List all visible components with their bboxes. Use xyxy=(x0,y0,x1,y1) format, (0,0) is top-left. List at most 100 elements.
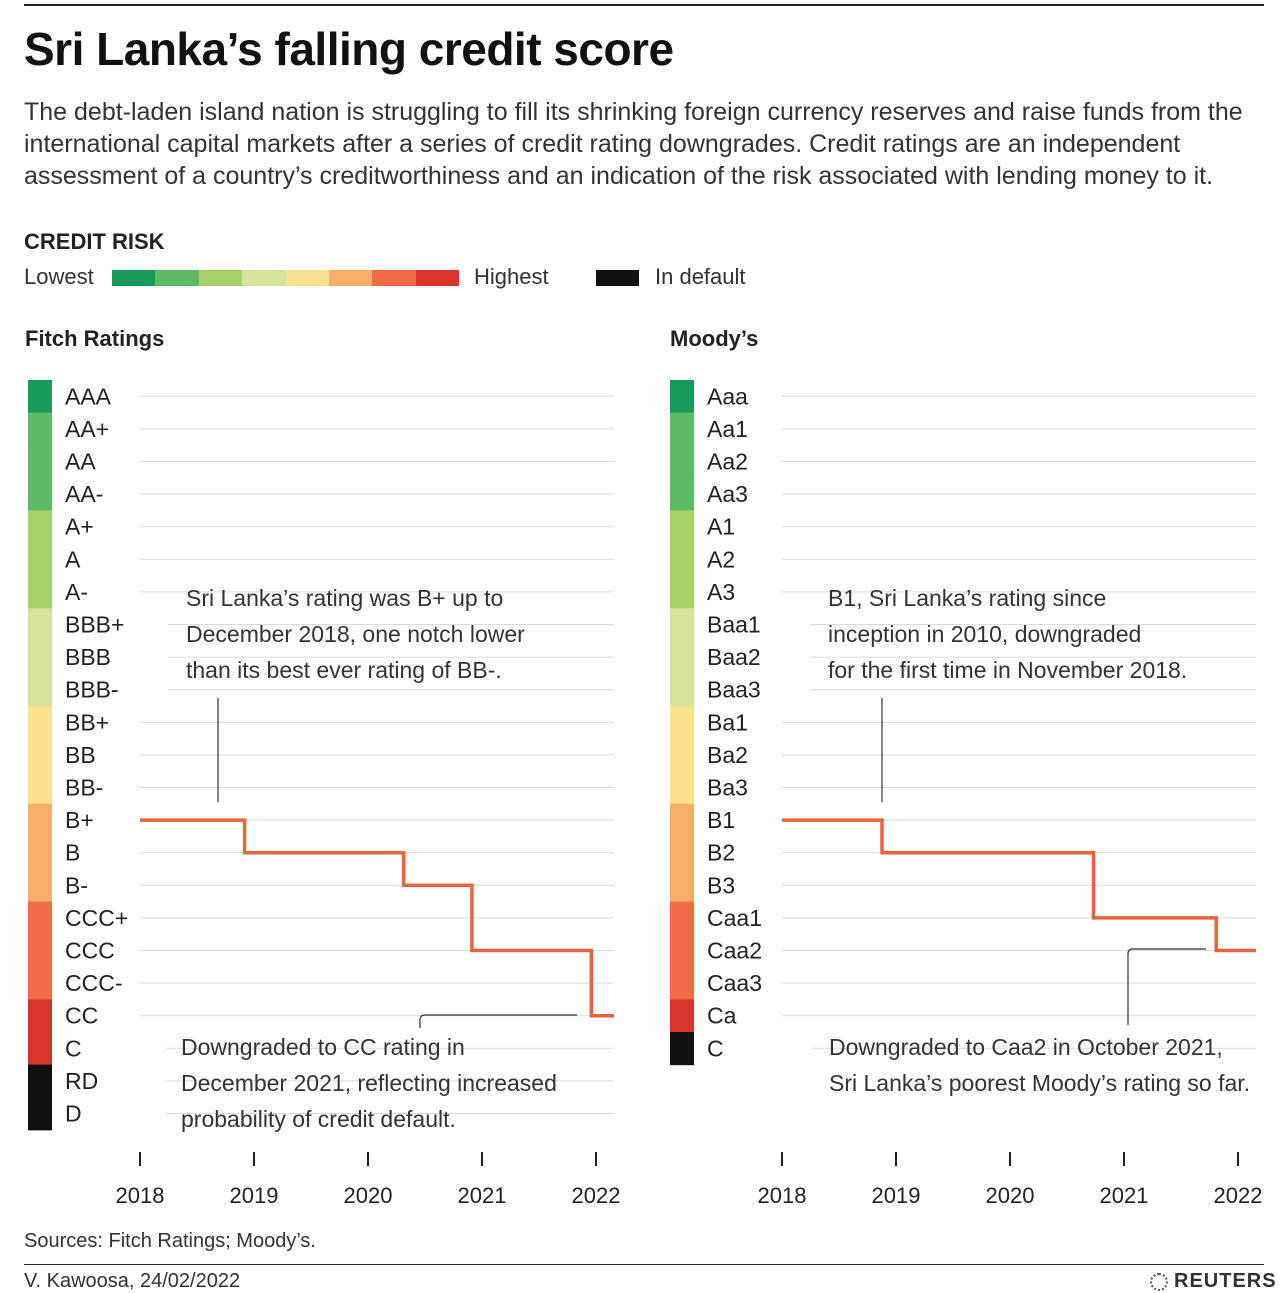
moodys-annotation-0-line-1: inception in 2010, downgraded xyxy=(828,621,1141,647)
fitch-rating-label-CCC+: CCC+ xyxy=(65,905,128,931)
fitch-rating-swatch-BB- xyxy=(28,771,52,805)
fitch-rating-swatch-AA xyxy=(28,445,52,479)
fitch-rating-swatch-CC xyxy=(28,999,52,1033)
fitch-rating-swatch-AA- xyxy=(28,477,52,511)
legend-swatch-5 xyxy=(328,270,373,286)
fitch-annotation-1: Downgraded to CC rating in December 2021,… xyxy=(181,1034,557,1132)
bottom-rule xyxy=(24,1264,1264,1265)
fitch-rating-line xyxy=(140,818,614,1018)
moodys-rating-swatch-Caa3 xyxy=(670,966,694,1000)
moodys-annotation-0-line-2: for the first time in November 2018. xyxy=(828,657,1187,683)
fitch-rating-label-AA-: AA- xyxy=(65,481,103,507)
legend-default-label: In default xyxy=(655,264,746,289)
page-title: Sri Lanka’s falling credit score xyxy=(24,23,674,75)
fitch-rating-swatch-RD xyxy=(28,1064,52,1098)
moodys-rating-label-Baa2: Baa2 xyxy=(707,644,761,670)
fitch-rating-label-A+: A+ xyxy=(65,514,94,540)
legend-title: CREDIT RISK xyxy=(24,229,165,254)
moodys-rating-swatch-Ca xyxy=(670,999,694,1033)
fitch-annotation-1-line-0: Downgraded to CC rating in xyxy=(181,1034,465,1060)
fitch-rating-swatch-D xyxy=(28,1097,52,1131)
moodys-rating-swatch-B3 xyxy=(670,869,694,903)
fitch-rating-label-B: B xyxy=(65,840,80,866)
legend-swatch-0 xyxy=(112,270,156,286)
legend-swatch-6 xyxy=(372,270,416,286)
moodys-rating-label-C: C xyxy=(707,1035,724,1061)
legend-highest-label: Highest xyxy=(474,264,549,289)
fitch-rating-label-RD: RD xyxy=(65,1068,98,1094)
reuters-logo: REUTERS xyxy=(1150,1270,1277,1293)
fitch-annotation-0-line-1: December 2018, one notch lower xyxy=(186,621,525,647)
moodys-annotation-1-line-1: Sri Lanka’s poorest Moody’s rating so fa… xyxy=(829,1070,1250,1096)
moodys-rating-swatch-Ba3 xyxy=(670,771,694,805)
fitch-rating-swatch-AAA xyxy=(28,380,52,414)
moodys-year-label-2022: 2022 xyxy=(1214,1183,1263,1208)
moodys-year-label-2018: 2018 xyxy=(758,1183,807,1208)
moodys-annotation-1-line-0: Downgraded to Caa2 in October 2021, xyxy=(829,1034,1223,1060)
moodys-annotation-1-leader xyxy=(1127,948,1206,1025)
fitch-rating-label-C: C xyxy=(65,1035,82,1061)
moodys-rating-swatch-Baa3 xyxy=(670,673,694,707)
fitch-rating-swatch-BB xyxy=(28,738,52,772)
moodys-rating-label-A1: A1 xyxy=(707,514,735,540)
legend-swatch-2 xyxy=(198,270,243,286)
sources-note: Sources: Fitch Ratings; Moody’s. xyxy=(24,1230,316,1252)
fitch-rating-swatch-A xyxy=(28,543,52,577)
moodys-year-label-2020: 2020 xyxy=(986,1183,1035,1208)
fitch-rating-swatch-AA+ xyxy=(28,412,52,446)
fitch-rating-label-BB: BB xyxy=(65,742,96,768)
fitch-rating-swatch-BB+ xyxy=(28,706,52,740)
moodys-annotation-0: B1, Sri Lanka’s rating since inception in… xyxy=(828,585,1187,683)
moodys-rating-swatch-Caa1 xyxy=(670,901,694,935)
moodys-rating-label-Aa3: Aa3 xyxy=(707,481,748,507)
fitch-rating-label-BB-: BB- xyxy=(65,775,103,801)
fitch-rating-label-A: A xyxy=(65,546,81,572)
fitch-annotation-1-line-1: December 2021, reflecting increased xyxy=(181,1070,557,1096)
moodys-rating-label-Ca: Ca xyxy=(707,1003,737,1029)
moodys-rating-swatch-Aa2 xyxy=(670,445,694,479)
fitch-rating-swatch-CCC- xyxy=(28,966,52,1000)
moodys-rating-swatch-Ba1 xyxy=(670,706,694,740)
moodys-rating-swatch-C xyxy=(670,1032,694,1066)
fitch-rating-swatch-BBB xyxy=(28,640,52,674)
moodys-rating-label-Baa3: Baa3 xyxy=(707,677,761,703)
moodys-rating-swatch-A2 xyxy=(670,543,694,577)
fitch-rating-swatch-BBB- xyxy=(28,673,52,707)
moodys-rating-swatch-B2 xyxy=(670,836,694,870)
fitch-year-label-2021: 2021 xyxy=(458,1183,507,1208)
fitch-rating-label-BB+: BB+ xyxy=(65,709,109,735)
fitch-rating-label-CCC: CCC xyxy=(65,938,115,964)
fitch-rating-label-D: D xyxy=(65,1101,82,1127)
fitch-annotation-0: Sri Lanka’s rating was B+ up to December … xyxy=(186,585,525,683)
moodys-rating-label-B2: B2 xyxy=(707,840,735,866)
moodys-rating-swatch-A3 xyxy=(670,575,694,609)
moodys-rating-label-Caa3: Caa3 xyxy=(707,970,762,996)
fitch-annotation-1-line-2: probability of credit default. xyxy=(181,1106,456,1132)
moodys-year-label-2021: 2021 xyxy=(1100,1183,1149,1208)
legend-swatch-7 xyxy=(415,270,459,286)
fitch-rating-label-B-: B- xyxy=(65,872,88,898)
fitch-panel-title: Fitch Ratings xyxy=(25,326,165,351)
moodys-rating-swatch-Baa2 xyxy=(670,640,694,674)
moodys-rating-swatch-Caa2 xyxy=(670,934,694,968)
fitch-rating-label-AA: AA xyxy=(65,449,96,475)
legend-swatch-3 xyxy=(242,270,286,286)
fitch-rating-label-B+: B+ xyxy=(65,807,94,833)
fitch-rating-label-AA+: AA+ xyxy=(65,416,109,442)
moodys-rating-label-Aa2: Aa2 xyxy=(707,449,748,475)
fitch-annotation-0-line-2: than its best ever rating of BB-. xyxy=(186,657,502,683)
fitch-rating-label-CCC-: CCC- xyxy=(65,970,123,996)
moodys-rating-label-Aa1: Aa1 xyxy=(707,416,748,442)
moodys-rating-label-B3: B3 xyxy=(707,872,735,898)
top-rule xyxy=(24,4,1264,6)
moodys-rating-label-Caa1: Caa1 xyxy=(707,905,762,931)
moodys-annotation-1: Downgraded to Caa2 in October 2021, Sri L… xyxy=(829,1034,1250,1096)
moodys-rating-label-B1: B1 xyxy=(707,807,735,833)
fitch-rating-label-BBB+: BBB+ xyxy=(65,612,124,638)
moodys-rating-swatch-A1 xyxy=(670,510,694,544)
fitch-annotation-0-line-0: Sri Lanka’s rating was B+ up to xyxy=(186,585,503,611)
moodys-rating-label-Caa2: Caa2 xyxy=(707,938,762,964)
moodys-panel-title: Moody’s xyxy=(670,326,759,351)
reuters-logo-icon xyxy=(1150,1272,1168,1291)
